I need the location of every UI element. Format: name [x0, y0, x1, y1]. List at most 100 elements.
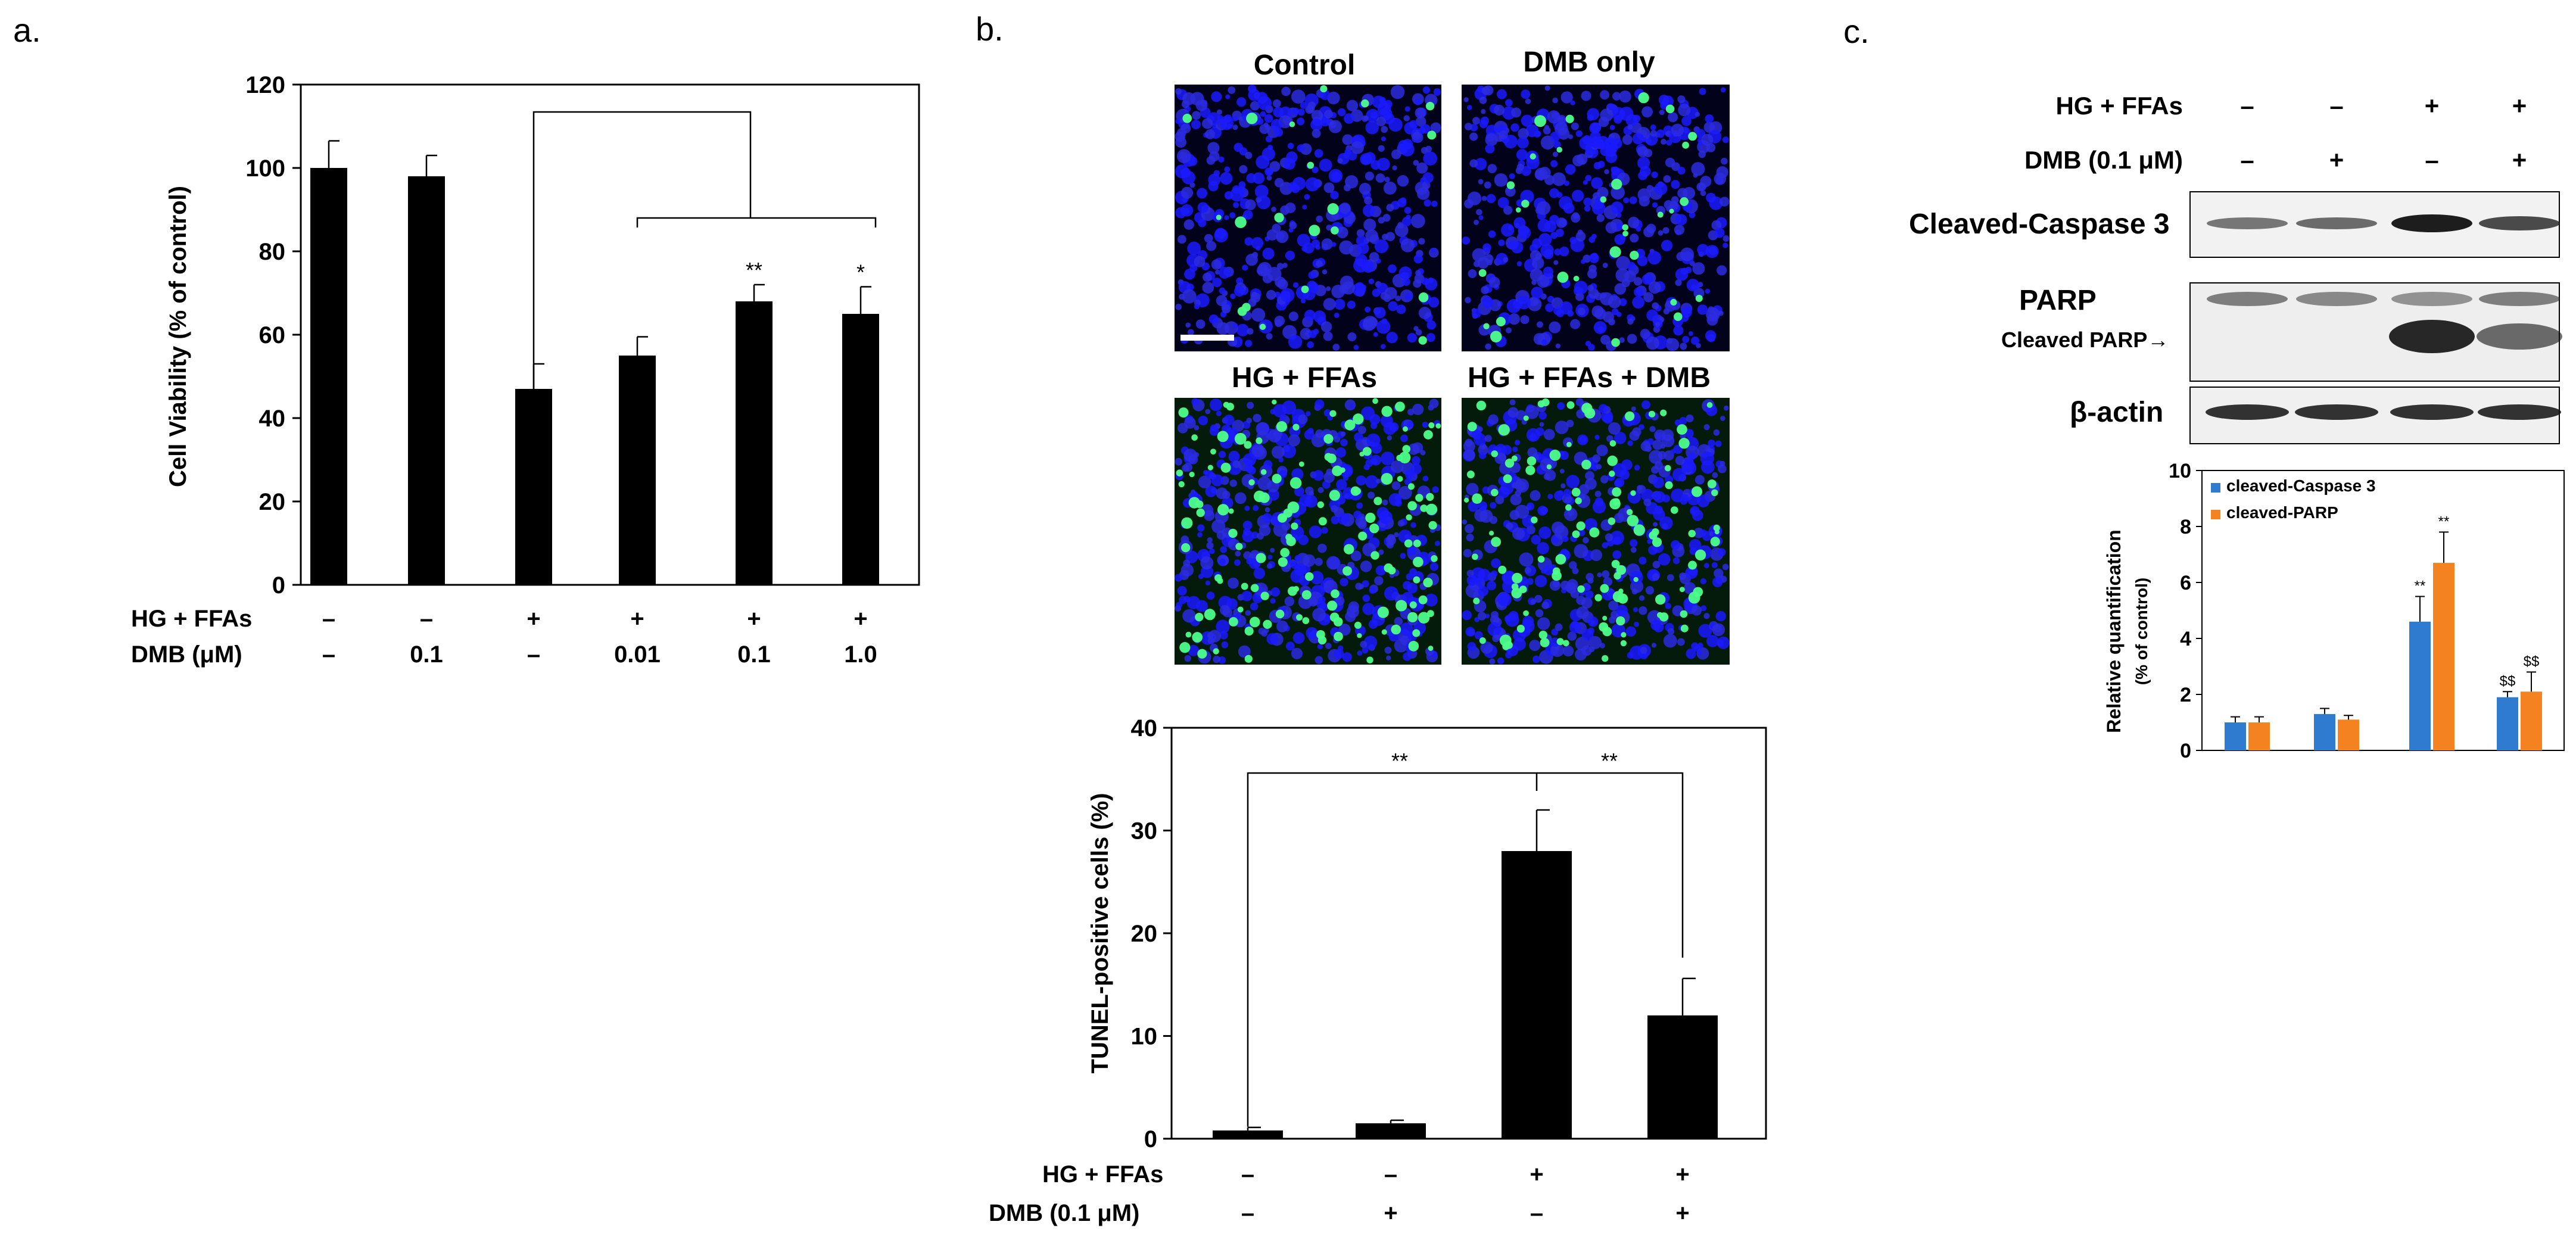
nucleus-blue — [1608, 103, 1615, 111]
nucleus-blue — [1228, 577, 1239, 589]
tunel-positive-green — [1192, 632, 1203, 643]
nucleus-blue — [1658, 553, 1671, 566]
nucleus-blue — [1480, 116, 1489, 125]
tunel-positive-green — [1331, 226, 1339, 235]
nucleus-blue — [1661, 429, 1674, 441]
nucleus-blue — [1692, 262, 1705, 275]
nucleus-blue — [1245, 199, 1256, 210]
tunel-positive-green — [1713, 524, 1720, 532]
nucleus-blue — [1722, 242, 1728, 248]
nucleus-blue — [1594, 292, 1603, 301]
nucleus-blue — [1254, 185, 1269, 199]
nucleus-blue — [1720, 197, 1730, 207]
nucleus-blue — [1688, 331, 1693, 336]
chart-a-bar — [408, 176, 445, 585]
nucleus-blue — [1576, 154, 1588, 165]
chart-b-sig-right: ** — [1601, 749, 1618, 773]
tunel-positive-green — [1406, 514, 1412, 521]
nucleus-blue — [1641, 273, 1653, 285]
wb-label-cleaved-parp: Cleaved PARP→ — [2001, 328, 2169, 352]
nucleus-blue — [1472, 248, 1486, 262]
nucleus-blue — [1514, 440, 1521, 445]
tunel-positive-green — [1413, 576, 1421, 584]
nucleus-blue — [1239, 165, 1248, 174]
nucleus-blue — [1354, 432, 1363, 442]
nucleus-blue — [1594, 490, 1602, 497]
nucleus-blue — [1536, 201, 1551, 215]
nucleus-blue — [1202, 282, 1214, 294]
nucleus-blue — [1175, 88, 1182, 95]
nucleus-blue — [1639, 595, 1645, 601]
nucleus-blue — [1511, 482, 1518, 489]
nucleus-blue — [1244, 237, 1253, 246]
nucleus-blue — [1276, 230, 1289, 243]
tunel-positive-green — [1611, 338, 1620, 347]
nucleus-blue — [1188, 454, 1198, 465]
nucleus-blue — [1645, 586, 1655, 595]
nucleus-blue — [1677, 638, 1685, 646]
nucleus-blue — [1605, 222, 1618, 234]
nucleus-blue — [1353, 510, 1362, 519]
nucleus-blue — [1197, 202, 1208, 213]
nucleus-blue — [1589, 122, 1601, 134]
nucleus-blue — [1700, 605, 1707, 612]
nucleus-blue — [1653, 522, 1658, 527]
nucleus-blue — [1697, 650, 1702, 656]
tunel-positive-green — [1427, 130, 1437, 140]
nucleus-blue — [1503, 257, 1509, 263]
nucleus-blue — [1534, 594, 1543, 603]
chart-b-bar — [1213, 1130, 1283, 1139]
chart-b-hg-mark: – — [1241, 1161, 1254, 1188]
tunel-positive-green — [1246, 113, 1258, 124]
nucleus-blue — [1200, 99, 1208, 107]
nucleus-blue — [1543, 126, 1551, 135]
nucleus-blue — [1619, 107, 1634, 121]
tunel-positive-green — [1612, 487, 1622, 497]
tunel-positive-green — [1565, 504, 1572, 511]
chart-b-dmb-label: DMB (0.1 μM) — [989, 1200, 1139, 1226]
nucleus-blue — [1553, 260, 1559, 265]
nucleus-blue — [1424, 593, 1438, 607]
nucleus-blue — [1179, 293, 1185, 300]
nucleus-blue — [1722, 563, 1729, 571]
nucleus-blue — [1483, 85, 1494, 96]
wb-band-parp-full — [2296, 292, 2377, 306]
tunel-positive-green — [1289, 477, 1302, 489]
nucleus-blue — [1407, 443, 1419, 455]
wb-band-caspase3 — [2391, 214, 2472, 232]
nucleus-blue — [1262, 513, 1272, 523]
nucleus-blue — [1370, 454, 1382, 466]
nucleus-blue — [1466, 575, 1478, 586]
tunel-positive-green — [1402, 445, 1411, 453]
nucleus-blue — [1243, 528, 1251, 536]
tunel-positive-green — [1498, 424, 1510, 436]
nucleus-blue — [1211, 259, 1222, 270]
nucleus-blue — [1209, 426, 1219, 436]
nucleus-blue — [1236, 323, 1250, 336]
chart-c-legend-swatch — [2211, 483, 2220, 493]
nucleus-blue — [1524, 567, 1531, 574]
nucleus-blue — [1498, 239, 1505, 247]
nucleus-blue — [1537, 617, 1550, 630]
nucleus-blue — [1407, 420, 1414, 428]
nucleus-blue — [1323, 409, 1331, 417]
nucleus-blue — [1307, 341, 1314, 348]
nucleus-blue — [1308, 271, 1316, 279]
nucleus-blue — [1685, 306, 1692, 313]
nucleus-blue — [1428, 278, 1434, 283]
nucleus-blue — [1616, 604, 1628, 616]
chart-b-ytick-label: 30 — [1131, 818, 1158, 845]
nucleus-blue — [1404, 469, 1415, 479]
nucleus-blue — [1613, 432, 1627, 444]
tunel-positive-green — [1407, 501, 1417, 511]
nucleus-blue — [1229, 212, 1236, 219]
nucleus-blue — [1382, 499, 1388, 506]
nucleus-blue — [1331, 171, 1342, 182]
nucleus-blue — [1511, 107, 1522, 118]
chart-b-hg-label: HG + FFAs — [1042, 1161, 1163, 1188]
wb-band-actin — [2295, 404, 2378, 420]
nucleus-blue — [1375, 173, 1385, 183]
tunel-positive-green — [1516, 625, 1525, 633]
nucleus-blue — [1583, 180, 1588, 185]
tunel-positive-green — [1404, 539, 1413, 548]
